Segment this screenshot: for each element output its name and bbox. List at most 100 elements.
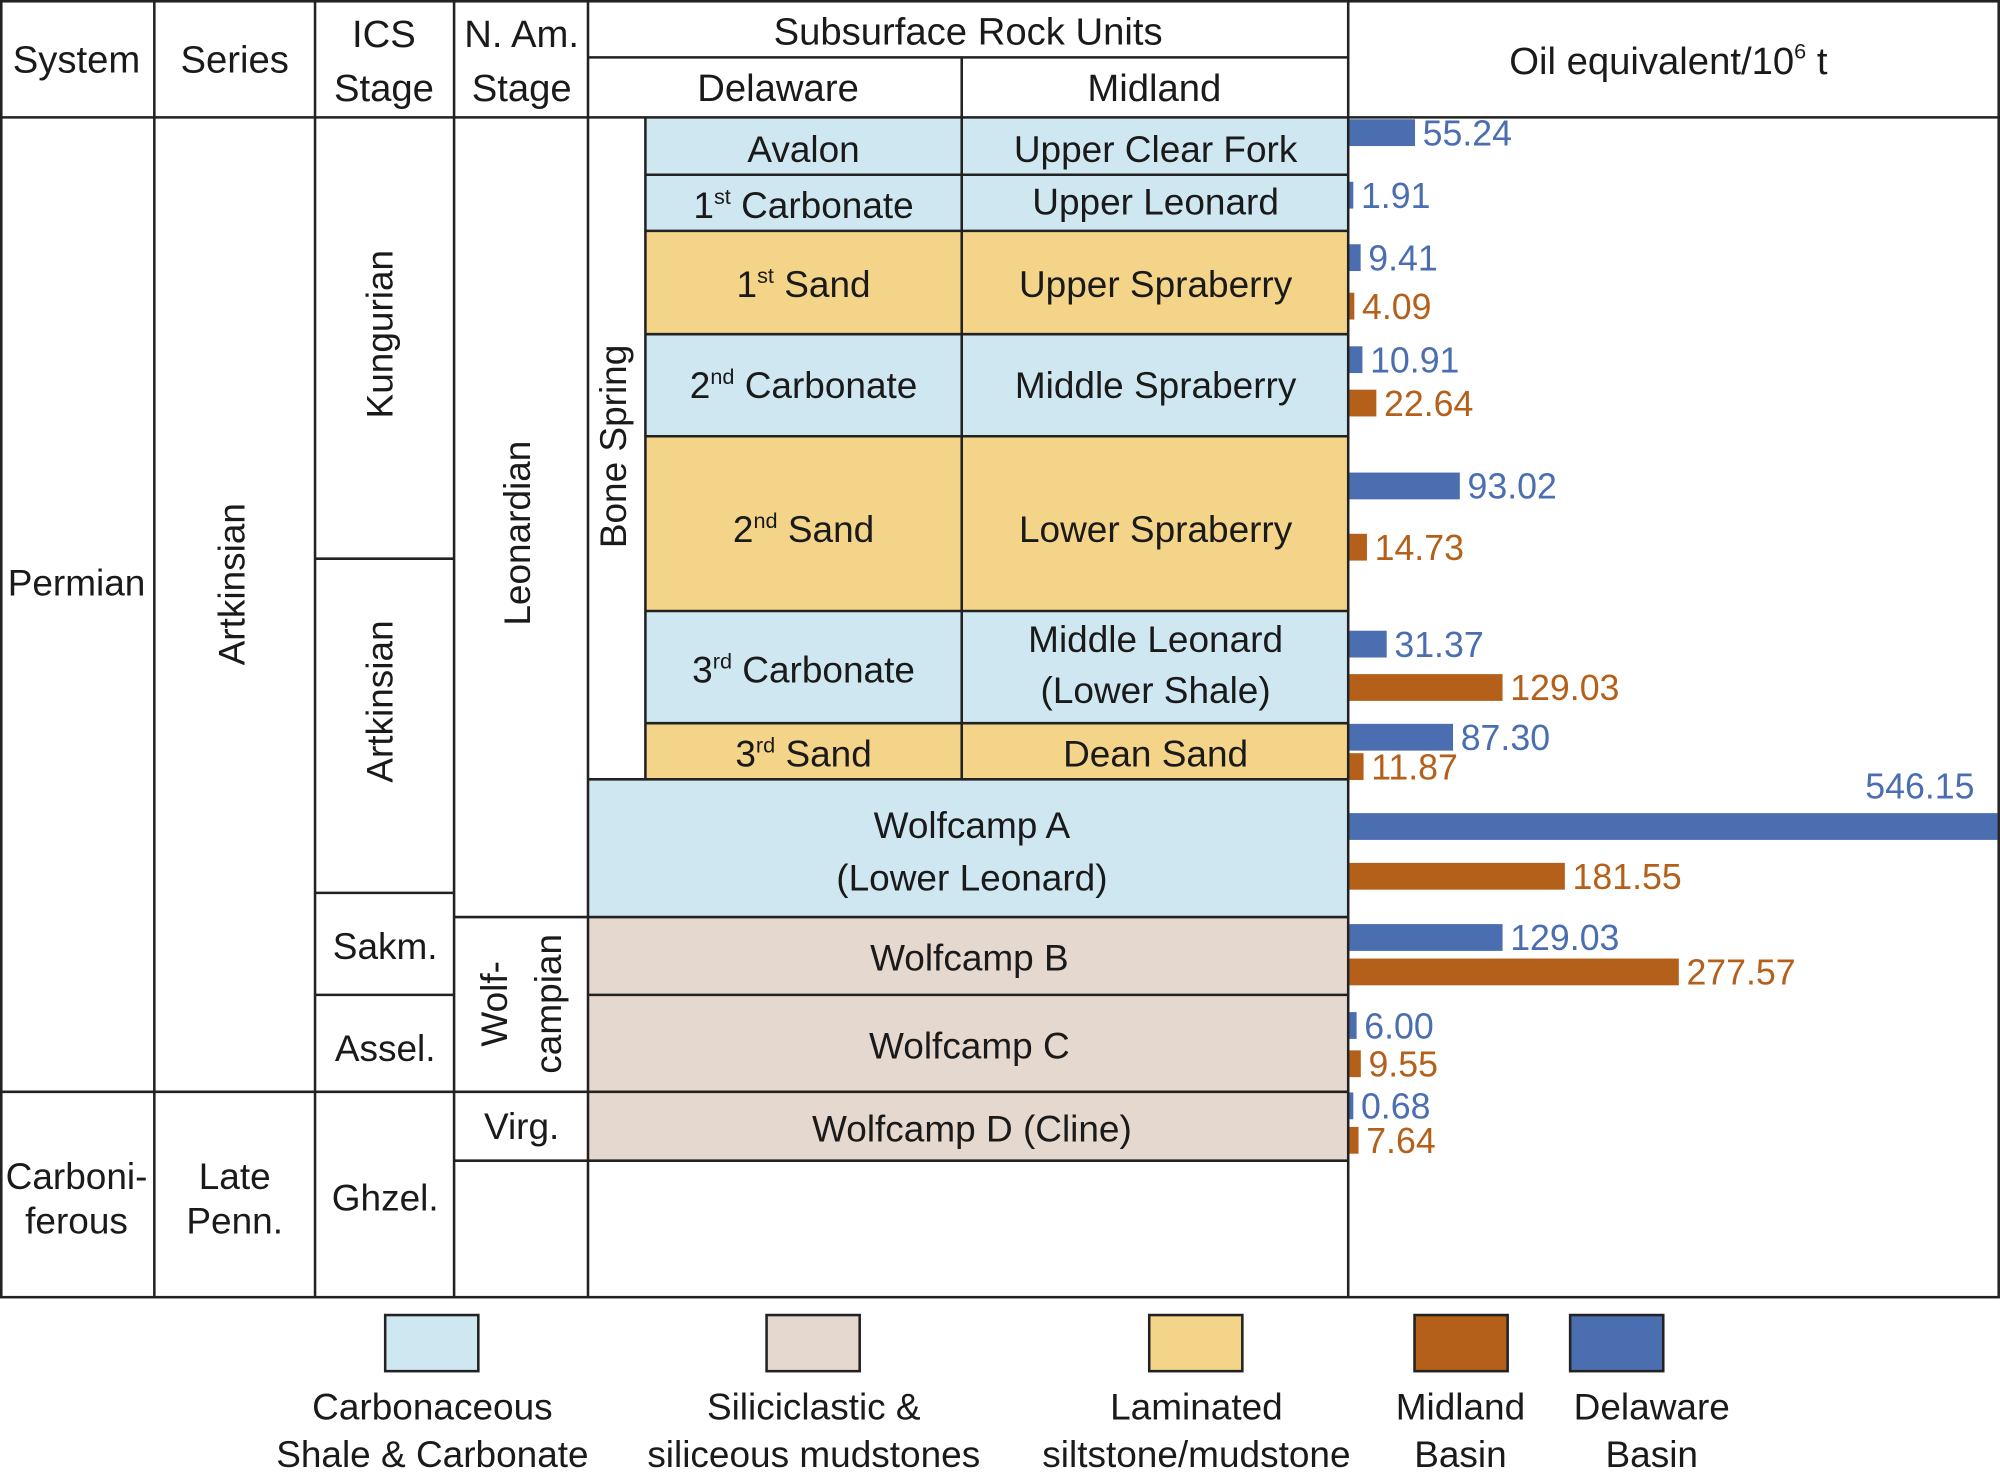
unit-middle-leonard-line2: (Lower Shale) — [1041, 670, 1271, 711]
system-carboniferous-line2: ferous — [25, 1200, 128, 1241]
unit-avalon: Avalon — [747, 129, 859, 170]
bar-value-label: 93.02 — [1467, 467, 1556, 507]
bar — [1349, 472, 1460, 500]
legend-label-siliciclastic: Siliciclastic & — [707, 1387, 921, 1428]
stage-asselian: Assel. — [335, 1028, 436, 1069]
header-series: Series — [180, 39, 288, 82]
bar-value-label: 87.30 — [1461, 718, 1550, 758]
bar — [1349, 924, 1503, 951]
system-permian: Permian — [8, 563, 146, 604]
oil-equivalent-bars: 55.24 1.91 9.41 10.91 93.02 31.37 87.30 546.15 1… — [1349, 113, 1998, 1161]
header-ics-stage-line2: Stage — [334, 67, 434, 110]
unit-wolfcamp-d: Wolfcamp D (Cline) — [812, 1109, 1132, 1150]
legend: Carbonaceous Shale & Carbonate Siliciclast… — [276, 1313, 1730, 1475]
unit-dean-sand: Dean Sand — [1063, 734, 1248, 775]
unit-fill — [645, 174, 1349, 231]
stage-artkinsian: Artkinsian — [359, 620, 400, 782]
bar — [1349, 1092, 1354, 1120]
na-stage-leonardian: Leonardian — [497, 441, 538, 626]
na-stage-wolfcampian-line2: campian — [528, 934, 569, 1074]
bar-value-label: 4.09 — [1362, 287, 1432, 327]
na-stage-wolfcampian-line1: Wolf- — [474, 961, 515, 1047]
header-delaware: Delaware — [697, 67, 859, 110]
legend-label-midland: Basin — [1414, 1434, 1506, 1475]
bar — [1349, 958, 1679, 986]
bar — [1349, 630, 1387, 658]
unit-wolfcamp-c: Wolfcamp C — [869, 1026, 1070, 1067]
bar — [1349, 292, 1355, 320]
unit-upper-spraberry: Upper Spraberry — [1019, 264, 1293, 305]
bar — [1349, 389, 1377, 417]
bar-value-label: 129.03 — [1510, 918, 1619, 958]
legend-swatch-siliciclastic — [765, 1313, 861, 1373]
bar — [1349, 1050, 1361, 1078]
series-late-penn-line1: Late — [199, 1156, 271, 1197]
unit-upper-clear-fork: Upper Clear Fork — [1014, 129, 1298, 170]
header-na-stage-line1: N. Am. — [464, 13, 579, 56]
unit-upper-leonard: Upper Leonard — [1032, 181, 1279, 222]
unit-wolfcamp-a-line1: Wolfcamp A — [874, 805, 1071, 846]
unit-1st-sand: 1st Sand — [737, 263, 871, 305]
bar — [1349, 346, 1363, 374]
bar — [1349, 181, 1354, 209]
unit-fill — [588, 994, 1349, 1092]
bar-value-label: 10.91 — [1370, 340, 1459, 380]
legend-label-laminated: siltstone/mudstone — [1042, 1434, 1350, 1475]
bar-value-label: 546.15 — [1865, 766, 1974, 806]
bar-value-label: 55.24 — [1423, 113, 1512, 153]
series-late-penn-line2: Penn. — [186, 1200, 283, 1241]
unit-fill — [645, 230, 1349, 335]
stage-kungurian: Kungurian — [359, 250, 400, 419]
header-ics-stage-line1: ICS — [352, 13, 416, 56]
rock-units: Avalon Upper Clear Fork 1st Carbonate Up… — [690, 129, 1298, 1150]
legend-label-carbonate: Carbonaceous — [312, 1387, 552, 1428]
header-subsurface-rock-units: Subsurface Rock Units — [774, 11, 1163, 54]
legend-swatch-delaware — [1568, 1313, 1665, 1373]
unit-fill — [645, 334, 1349, 437]
header-midland: Midland — [1087, 67, 1221, 110]
bar — [1349, 1126, 1359, 1154]
bar — [1349, 862, 1565, 890]
bar-value-label: 11.87 — [1371, 747, 1458, 787]
bar-value-label: 6.00 — [1364, 1006, 1434, 1046]
unit-fill — [645, 723, 1349, 780]
unit-3rd-sand: 3rd Sand — [735, 733, 871, 775]
na-stage-virgilian: Virg. — [484, 1106, 559, 1147]
unit-3rd-carbonate: 3rd Carbonate — [692, 648, 915, 690]
bar-value-label: 181.55 — [1573, 857, 1682, 897]
bar — [1349, 1012, 1357, 1039]
bar-value-label: 14.73 — [1375, 528, 1464, 568]
header-system: System — [13, 39, 141, 82]
bar-value-label: 9.55 — [1368, 1045, 1437, 1085]
unit-fill — [645, 436, 1349, 611]
unit-fill — [645, 610, 1349, 724]
legend-label-delaware: Delaware — [1574, 1387, 1730, 1428]
unit-1st-carbonate: 1st Carbonate — [693, 184, 913, 226]
bar-value-label: 0.68 — [1361, 1087, 1430, 1127]
legend-label-delaware: Basin — [1606, 1434, 1698, 1475]
bar-value-label: 277.57 — [1686, 953, 1795, 993]
bar — [1349, 119, 1416, 147]
unit-fills — [588, 117, 1349, 1161]
bar-value-label: 9.41 — [1368, 238, 1437, 278]
bar-value-label: 7.64 — [1366, 1121, 1436, 1161]
unit-wolfcamp-b: Wolfcamp B — [870, 938, 1069, 979]
legend-label-carbonate: Shale & Carbonate — [276, 1434, 588, 1475]
legend-swatch-laminated — [1147, 1313, 1244, 1373]
bar — [1349, 674, 1503, 701]
bar-value-label: 1.91 — [1361, 176, 1430, 216]
bone-spring-label: Bone Spring — [593, 345, 634, 548]
system-carboniferous-line1: Carboni- — [6, 1156, 148, 1197]
legend-swatch-midland — [1413, 1313, 1509, 1373]
stage-sakmarian: Sakm. — [333, 926, 438, 967]
stage-gzhelian: Ghzel. — [332, 1177, 439, 1218]
series-artkinsian: Artkinsian — [211, 503, 252, 665]
age-columns: Permian Carboni- ferous Artkinsian Late … — [6, 250, 634, 1242]
unit-fill — [588, 779, 1349, 918]
bar — [1349, 244, 1361, 272]
unit-wolfcamp-a-line2: (Lower Leonard) — [836, 857, 1107, 898]
header-oil-equivalent: Oil equivalent/106 t — [1509, 39, 1828, 83]
bar — [1349, 753, 1364, 780]
bar-value-label: 22.64 — [1384, 384, 1473, 424]
